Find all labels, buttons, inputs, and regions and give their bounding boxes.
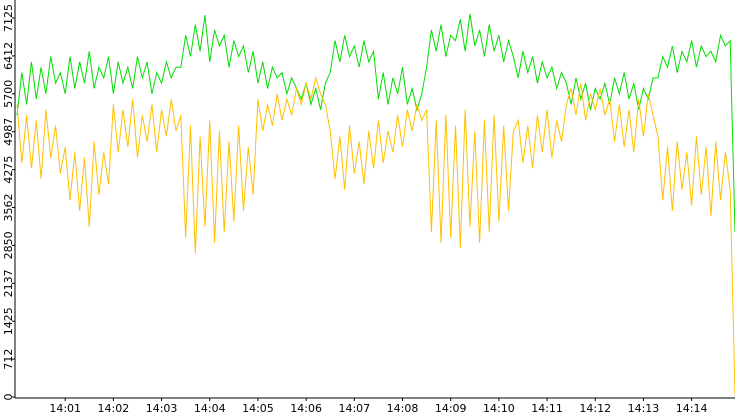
y-tick-label: 6412	[2, 42, 15, 70]
x-tick-label: 14:04	[194, 402, 226, 415]
y-tick-label: 5700	[2, 80, 15, 108]
y-tick-label: 1425	[2, 307, 15, 335]
x-tick-label: 14:09	[435, 402, 467, 415]
y-tick-label: 7125	[2, 4, 15, 32]
x-tick-label: 14:14	[676, 402, 708, 415]
x-tick-label: 14:05	[242, 402, 274, 415]
x-tick-label: 14:08	[387, 402, 419, 415]
x-tick-label: 14:06	[290, 402, 322, 415]
x-tick-label: 14:11	[531, 402, 563, 415]
x-tick-label: 14:13	[628, 402, 660, 415]
y-tick-label: 2137	[2, 269, 15, 297]
y-tick-label: 4987	[2, 118, 15, 146]
x-tick-label: 14:07	[338, 402, 370, 415]
x-tick-label: 14:02	[98, 402, 130, 415]
y-tick-label: 712	[2, 349, 15, 370]
series-line	[16, 13, 735, 233]
y-tick-label: 4275	[2, 156, 15, 184]
x-tick-label: 14:12	[579, 402, 611, 415]
x-tick-label: 14:03	[146, 402, 178, 415]
series-line	[16, 75, 735, 395]
x-tick-label: 14:10	[483, 402, 515, 415]
y-tick-label: 2850	[2, 231, 15, 259]
y-tick-label: 3562	[2, 194, 15, 222]
y-tick-label: 0	[2, 394, 15, 401]
x-tick-label: 14:01	[49, 402, 81, 415]
